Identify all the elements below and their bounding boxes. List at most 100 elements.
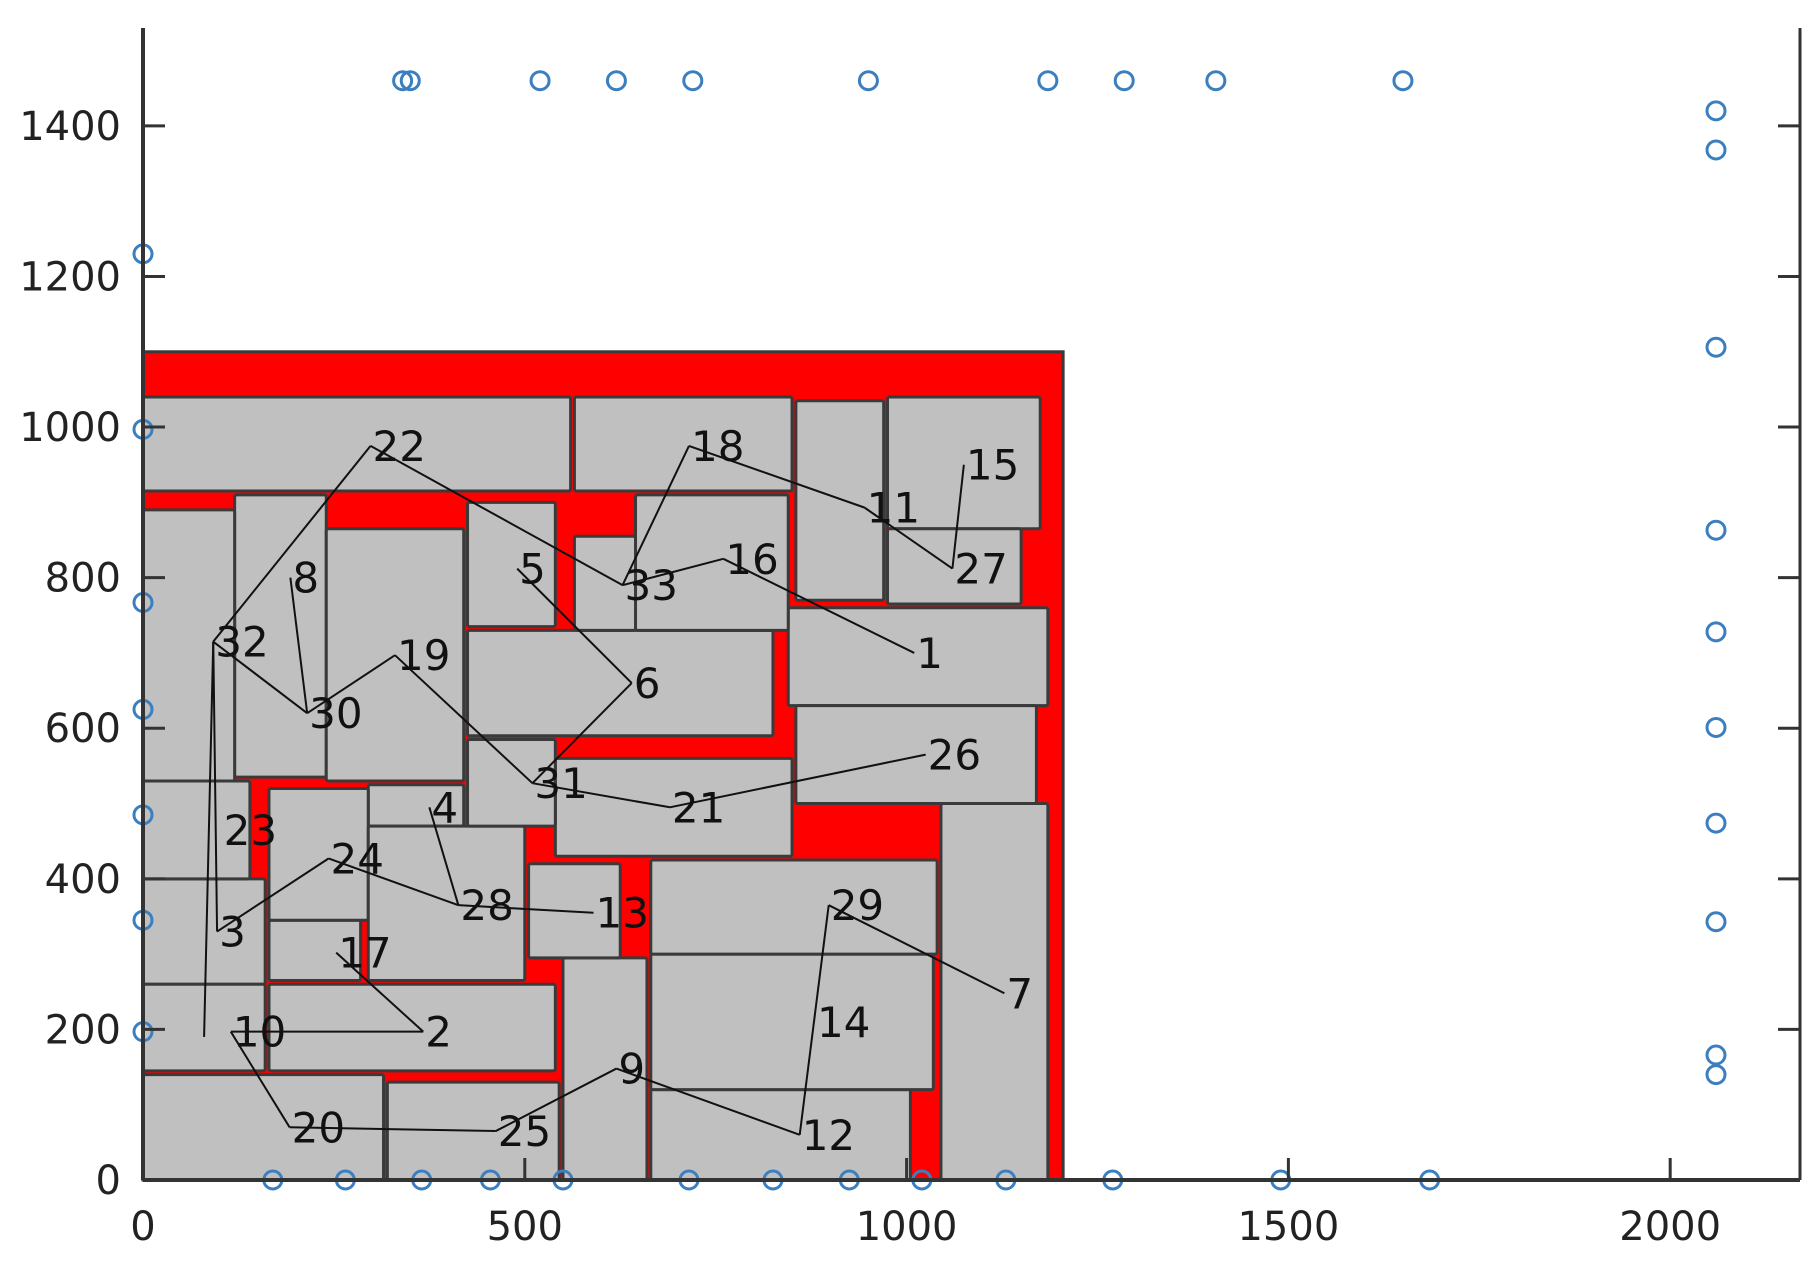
block-18 — [572, 395, 794, 493]
block-label-2: 2 — [425, 1008, 452, 1057]
block-label-16: 16 — [725, 535, 778, 584]
block-label-15: 15 — [966, 441, 1019, 490]
block-label-13: 13 — [596, 889, 649, 938]
block-11 — [794, 399, 886, 602]
block-label-20: 20 — [292, 1103, 345, 1152]
link-10-20 — [229, 1031, 291, 1128]
link-11-27 — [864, 506, 953, 570]
blocks-layer — [141, 395, 1050, 1182]
block-label-29: 29 — [831, 881, 884, 930]
link-17-2 — [335, 951, 424, 1033]
io-pin-4 — [682, 70, 704, 92]
y-tick-label-600: 600 — [45, 706, 121, 752]
link-4-28 — [428, 807, 460, 906]
io-pin-26 — [1705, 1064, 1727, 1086]
link-9-12 — [616, 1067, 801, 1136]
block-label-14: 14 — [817, 998, 870, 1047]
x-tick-label-1000: 1000 — [856, 1204, 958, 1250]
axes-layer: 0 500 1000 1500 2000 0 200 400 600 800 1000 1200 140… — [19, 28, 1802, 1250]
block-label-26: 26 — [928, 731, 981, 780]
y-tick-label-400: 400 — [45, 857, 121, 903]
io-pin-7 — [1113, 70, 1135, 92]
block-label-10: 10 — [233, 1008, 286, 1057]
block-31 — [466, 738, 557, 828]
link-24-3 — [216, 857, 330, 933]
link-19-30 — [306, 654, 396, 715]
block-6 — [466, 628, 775, 738]
io-pin-21 — [1705, 621, 1727, 643]
io-pin-17 — [1705, 100, 1727, 122]
link-31-21 — [532, 782, 671, 809]
x-tick-label-2000: 2000 — [1619, 1204, 1721, 1250]
io-pin-24 — [1705, 911, 1727, 933]
io-pin-3 — [605, 70, 627, 92]
io-pin-1 — [399, 70, 421, 92]
io-pin-18 — [1705, 139, 1727, 161]
io-pin-20 — [1705, 519, 1727, 541]
block-3 — [141, 877, 267, 986]
link-6-31 — [531, 682, 633, 784]
block-label-5: 5 — [519, 545, 546, 594]
io-pin-5 — [857, 70, 879, 92]
x-tick-label-500: 500 — [487, 1204, 563, 1250]
link-31-19 — [394, 654, 534, 784]
link-25-9 — [495, 1067, 617, 1132]
y-tick-label-1200: 1200 — [19, 254, 121, 300]
y-tick-label-200: 200 — [45, 1007, 121, 1053]
block-33 — [572, 534, 638, 632]
block-label-3: 3 — [219, 908, 246, 957]
block-label-12: 12 — [802, 1111, 855, 1160]
link-12-29 — [798, 905, 830, 1135]
io-pin-2 — [529, 70, 551, 92]
block-label-1: 1 — [916, 629, 943, 678]
block-19 — [324, 527, 466, 783]
block-labels-layer: 1234567891011121314151617181920212223242… — [215, 422, 1033, 1160]
block-label-17: 17 — [338, 929, 391, 978]
block-label-18: 18 — [691, 422, 744, 471]
link-29-7 — [828, 904, 1005, 995]
io-pin-6 — [1037, 70, 1059, 92]
link-33-16 — [622, 557, 724, 587]
block-29 — [649, 858, 939, 956]
block-label-9: 9 — [618, 1045, 645, 1094]
block-label-28: 28 — [460, 881, 513, 930]
link-22-32 — [212, 445, 372, 643]
link-15-27 — [951, 464, 965, 569]
io-pin-0 — [392, 70, 414, 92]
io-pin-9 — [1392, 70, 1414, 92]
block-label-27: 27 — [954, 545, 1007, 594]
block-20 — [141, 1073, 386, 1182]
io-pin-23 — [1705, 812, 1727, 834]
block-label-6: 6 — [634, 659, 661, 708]
links-layer — [203, 444, 1005, 1136]
link-18-11 — [688, 444, 865, 509]
block-label-25: 25 — [498, 1107, 551, 1156]
link-28-13 — [458, 904, 594, 914]
block-12 — [649, 1088, 912, 1182]
block-label-33: 33 — [625, 561, 678, 610]
block-label-31: 31 — [534, 759, 587, 808]
io-pin-25 — [1705, 1044, 1727, 1066]
link-3-32 — [212, 641, 219, 932]
block-label-8: 8 — [292, 554, 319, 603]
x-tick-label-1500: 1500 — [1237, 1204, 1339, 1250]
link-30-32 — [212, 640, 308, 714]
block-label-23: 23 — [224, 806, 277, 855]
block-22 — [141, 395, 573, 493]
block-label-4: 4 — [431, 783, 458, 832]
block-label-24: 24 — [331, 834, 384, 883]
block-label-7: 7 — [1006, 969, 1033, 1018]
block-label-32: 32 — [215, 618, 268, 667]
block-5 — [466, 500, 557, 629]
link-30-8 — [289, 577, 309, 714]
y-tick-label-800: 800 — [45, 556, 121, 602]
block-26 — [794, 704, 1038, 806]
block-2 — [267, 982, 557, 1073]
block-label-30: 30 — [309, 689, 362, 738]
x-tick-label-0: 0 — [130, 1204, 155, 1250]
link-16-1 — [722, 557, 915, 654]
io-pin-19 — [1705, 336, 1727, 358]
y-tick-label-0: 0 — [96, 1158, 121, 1204]
block-label-21: 21 — [672, 783, 725, 832]
